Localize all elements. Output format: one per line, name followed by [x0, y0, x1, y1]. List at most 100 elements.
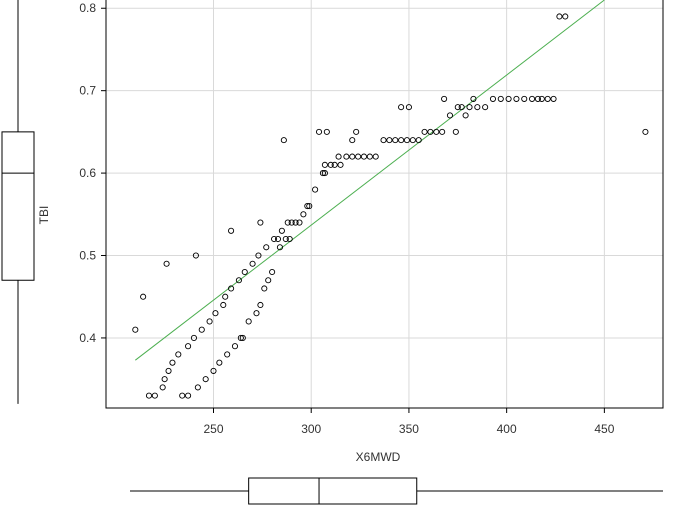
- data-point: [245, 318, 252, 325]
- data-point: [355, 153, 362, 160]
- data-point: [296, 219, 303, 226]
- data-point: [505, 95, 512, 102]
- data-point: [202, 376, 209, 383]
- data-point: [151, 392, 158, 399]
- y-tick-label: 0.8: [79, 1, 96, 15]
- data-point: [321, 170, 328, 177]
- data-point: [194, 384, 201, 391]
- data-point: [292, 219, 299, 226]
- x-tick-label: 350: [399, 422, 419, 436]
- y-tick-label: 0.4: [79, 331, 96, 345]
- data-point: [392, 137, 399, 144]
- data-point: [300, 211, 307, 218]
- y-axis-title: TBI: [37, 206, 51, 225]
- data-point: [165, 367, 172, 374]
- data-point: [353, 128, 360, 135]
- y-tick-label: 0.5: [79, 249, 96, 263]
- data-point: [175, 351, 182, 358]
- data-point: [327, 161, 334, 168]
- data-point: [349, 153, 356, 160]
- data-point: [315, 128, 323, 135]
- data-point: [249, 260, 256, 267]
- data-point: [497, 95, 504, 102]
- data-point: [276, 244, 283, 251]
- data-point: [550, 95, 557, 102]
- data-point: [185, 343, 192, 350]
- data-point: [421, 128, 428, 135]
- data-point: [470, 95, 477, 102]
- data-point: [263, 244, 270, 251]
- data-point: [257, 301, 264, 309]
- plot-frame: [105, 0, 664, 409]
- data-point: [163, 260, 170, 267]
- data-point: [216, 359, 223, 366]
- data-point: [306, 203, 313, 210]
- data-point: [210, 367, 217, 374]
- data-point: [366, 153, 373, 160]
- data-point: [556, 13, 563, 20]
- data-point: [145, 392, 153, 399]
- data-point: [206, 318, 213, 325]
- data-point: [239, 334, 246, 341]
- data-point: [349, 137, 356, 144]
- data-point: [231, 343, 239, 350]
- data-point: [212, 310, 219, 317]
- data-point: [237, 334, 244, 341]
- data-point: [190, 334, 197, 341]
- data-point: [257, 219, 264, 226]
- data-point: [331, 161, 338, 168]
- data-point: [253, 310, 260, 317]
- data-point: [482, 104, 489, 111]
- data-point: [398, 104, 405, 111]
- data-point: [241, 268, 248, 276]
- data-point: [286, 235, 293, 243]
- data-point: [439, 128, 446, 135]
- x-axis-ticks: 250 300 350 400 450: [203, 408, 615, 436]
- y-marginal-boxplot: [1, 0, 35, 404]
- data-point: [255, 252, 262, 259]
- data-point: [222, 293, 229, 300]
- data-point: [372, 153, 379, 160]
- data-point: [323, 128, 330, 135]
- x-tick-label: 300: [301, 422, 321, 436]
- y-tick-label: 0.7: [79, 84, 96, 98]
- data-point: [452, 128, 459, 135]
- data-points: [132, 13, 649, 399]
- y-axis-ticks: 0.4 0.5 0.6 0.7 0.8: [79, 1, 106, 345]
- data-point: [228, 285, 235, 292]
- data-point: [192, 252, 199, 259]
- data-point: [427, 128, 434, 135]
- data-point: [642, 128, 649, 135]
- data-point: [288, 219, 295, 226]
- data-point: [261, 285, 268, 292]
- x-box-iqr: [248, 477, 418, 505]
- data-point: [360, 153, 368, 160]
- data-point: [466, 104, 473, 111]
- data-point: [474, 104, 481, 111]
- data-point: [534, 95, 541, 102]
- data-point: [282, 235, 289, 243]
- data-point: [513, 95, 520, 102]
- x-axis-title: X6MWD: [356, 450, 401, 464]
- data-point: [280, 137, 287, 144]
- data-point: [132, 326, 139, 333]
- data-point: [454, 104, 461, 111]
- data-point: [489, 95, 497, 102]
- data-point: [265, 277, 272, 284]
- data-point: [415, 137, 422, 144]
- data-point: [169, 359, 176, 366]
- regression-line: [135, 0, 605, 361]
- data-point: [538, 95, 545, 102]
- grid-lines: [106, 0, 663, 408]
- data-point: [380, 137, 387, 144]
- data-point: [529, 95, 536, 102]
- data-point: [161, 376, 168, 383]
- data-point: [521, 95, 528, 102]
- data-point: [458, 104, 465, 111]
- x-marginal-boxplot: [130, 477, 663, 505]
- data-point: [462, 112, 469, 119]
- data-point: [398, 137, 405, 144]
- data-point: [441, 95, 448, 102]
- data-point: [312, 186, 319, 193]
